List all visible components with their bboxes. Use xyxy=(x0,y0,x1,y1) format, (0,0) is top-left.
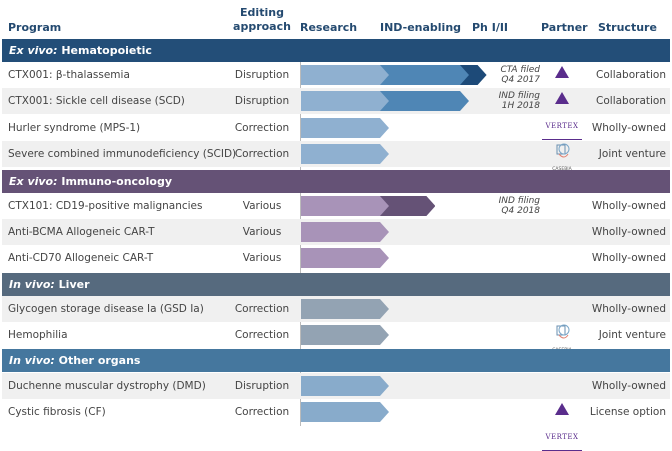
stage-segment-1 xyxy=(301,144,389,164)
stage-segment-1 xyxy=(301,196,389,216)
program-name: CTX101: CD19-positive malignancies xyxy=(8,200,203,212)
stage-segment-1 xyxy=(301,65,389,85)
header-ind-enabling: IND-enabling xyxy=(380,21,462,34)
section-title: Liver xyxy=(54,278,90,291)
program-name: Duchenne muscular dystrophy (DMD) xyxy=(8,380,206,392)
editing-approach: Correction xyxy=(234,122,290,134)
vertex-wordmark: VERTEX xyxy=(542,113,582,140)
milestone-line1: CTA filed xyxy=(500,65,540,75)
stage-segment-1 xyxy=(301,376,389,396)
editing-approach: Correction xyxy=(234,148,290,160)
table-row[interactable]: Cystic fibrosis (CF) Correction VERTEX Li… xyxy=(2,399,670,451)
table-row[interactable]: Severe combined immunodeficiency (SCID) … xyxy=(2,141,670,172)
vertex-logo: VERTEX xyxy=(542,400,582,451)
editing-approach: Various xyxy=(242,226,282,238)
section-header: In vivo: Other organs xyxy=(2,349,670,372)
table-row[interactable]: CTX001: β-thalassemia Disruption CTA fil… xyxy=(2,62,670,114)
stage-segment-1 xyxy=(301,118,389,138)
milestone-line2: Q4 2017 xyxy=(501,75,540,85)
program-name: CTX001: Sickle cell disease (SCD) xyxy=(8,95,185,107)
header-partner: Partner xyxy=(541,21,588,34)
deal-structure: Joint venture xyxy=(598,148,666,160)
table-row[interactable]: Hurler syndrome (MPS-1) Correction Wholl… xyxy=(2,115,670,141)
section-title: Other organs xyxy=(54,354,141,367)
casebia-logo: CASEBIA xyxy=(542,323,582,353)
stage-segment-1 xyxy=(301,402,389,422)
header-structure: Structure xyxy=(598,21,657,34)
program-name: Severe combined immunodeficiency (SCID) xyxy=(8,148,237,160)
vertex-logo: VERTEX xyxy=(542,89,582,140)
editing-approach: Disruption xyxy=(234,380,290,392)
table-row[interactable]: CTX101: CD19-positive malignancies Vario… xyxy=(2,193,670,219)
deal-structure: Wholly-owned xyxy=(591,200,666,212)
milestone-note: CTA filed Q4 2017 xyxy=(480,65,540,85)
milestone-note: IND filing Q4 2018 xyxy=(480,196,540,216)
header-program: Program xyxy=(8,21,62,34)
deal-structure: License option xyxy=(589,406,666,418)
vertex-logo: VERTEX xyxy=(542,63,582,114)
casebia-logo: CASEBIA xyxy=(542,142,582,172)
section-prefix: In vivo: xyxy=(9,354,55,367)
deal-structure: Collaboration xyxy=(596,95,666,107)
section-header: Ex vivo: Hematopoietic xyxy=(2,39,670,62)
section-prefix: Ex vivo: xyxy=(9,175,58,188)
milestone-line2: Q4 2018 xyxy=(501,206,540,216)
milestone-note: IND filing 1H 2018 xyxy=(480,91,540,111)
editing-approach: Correction xyxy=(234,406,290,418)
table-row[interactable]: Anti-BCMA Allogeneic CAR-T Various Wholl… xyxy=(2,219,670,245)
section-prefix: Ex vivo: xyxy=(9,44,58,57)
program-name: Anti-CD70 Allogeneic CAR-T xyxy=(8,252,154,264)
stage-segment-2 xyxy=(372,65,469,85)
casebia-wordmark: CASEBIA xyxy=(542,167,582,173)
header-editing-line1: Editing xyxy=(240,6,284,19)
editing-approach: Disruption xyxy=(234,69,290,81)
section-prefix: In vivo: xyxy=(9,278,55,291)
stage-segment-1 xyxy=(301,248,389,268)
editing-approach: Various xyxy=(242,252,282,264)
program-name: Hemophilia xyxy=(8,329,68,341)
stage-segment-1 xyxy=(301,325,389,345)
stage-segment-1 xyxy=(301,91,389,111)
section-title: Immuno-oncology xyxy=(57,175,172,188)
deal-structure: Joint venture xyxy=(598,329,666,341)
stage-segment-2 xyxy=(372,196,435,216)
editing-approach: Disruption xyxy=(234,95,290,107)
editing-approach: Correction xyxy=(234,329,290,341)
deal-structure: Collaboration xyxy=(596,69,666,81)
deal-structure: Wholly-owned xyxy=(591,252,666,264)
stage-segment-2 xyxy=(372,91,469,111)
program-name: CTX001: β-thalassemia xyxy=(8,69,130,81)
table-row[interactable]: Duchenne muscular dystrophy (DMD) Disrup… xyxy=(2,373,670,399)
table-row[interactable]: Anti-CD70 Allogeneic CAR-T Various Wholl… xyxy=(2,245,670,271)
stage-segment-1 xyxy=(301,299,389,319)
program-name: Glycogen storage disease Ia (GSD Ia) xyxy=(8,303,204,315)
milestone-line1: IND filing xyxy=(498,91,540,101)
deal-structure: Wholly-owned xyxy=(591,303,666,315)
table-row[interactable]: Hemophilia Correction CASEBIA Joint ventu… xyxy=(2,322,670,353)
deal-structure: Wholly-owned xyxy=(591,380,666,392)
program-name: Anti-BCMA Allogeneic CAR-T xyxy=(8,226,155,238)
deal-structure: Wholly-owned xyxy=(591,226,666,238)
stage-segment-1 xyxy=(301,222,389,242)
table-row[interactable]: Glycogen storage disease Ia (GSD Ia) Cor… xyxy=(2,296,670,322)
vertex-wordmark: VERTEX xyxy=(542,424,582,451)
table-row[interactable]: CTX001: Sickle cell disease (SCD) Disrup… xyxy=(2,88,670,140)
header-ph: Ph I/II xyxy=(472,21,509,34)
deal-structure: Wholly-owned xyxy=(591,122,666,134)
program-name: Cystic fibrosis (CF) xyxy=(8,406,106,418)
header-editing-line2: approach xyxy=(233,20,291,33)
section-header: In vivo: Liver xyxy=(2,273,670,296)
program-name: Hurler syndrome (MPS-1) xyxy=(8,122,141,134)
milestone-line1: IND filing xyxy=(498,196,540,206)
header-research: Research xyxy=(300,21,358,34)
section-header: Ex vivo: Immuno-oncology xyxy=(2,170,670,193)
milestone-line2: 1H 2018 xyxy=(501,101,540,111)
section-title: Hematopoietic xyxy=(57,44,152,57)
editing-approach: Correction xyxy=(234,303,290,315)
table-header: Program Editing approach Research IND-ena… xyxy=(0,0,672,38)
header-editing-approach: Editing approach xyxy=(232,6,292,34)
editing-approach: Various xyxy=(242,200,282,212)
